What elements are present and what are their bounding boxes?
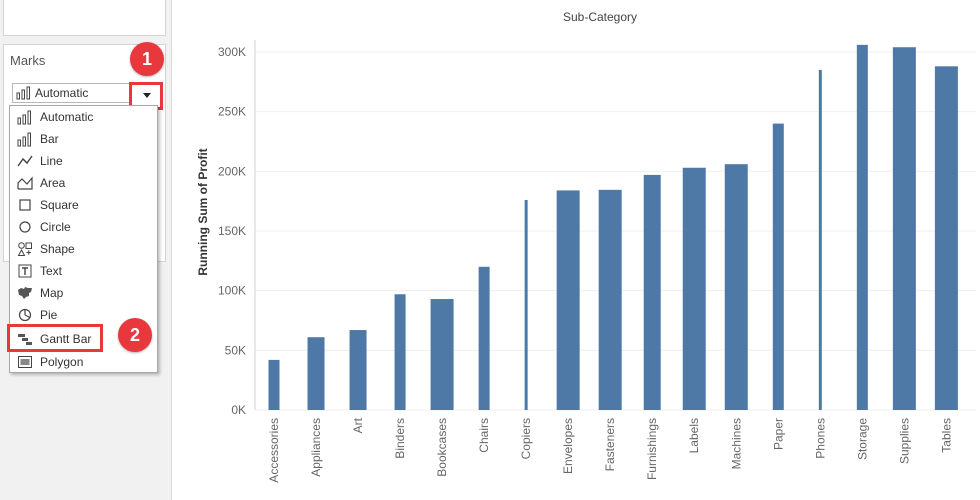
x-tick-label: Copiers [519,418,533,459]
y-tick-label: 50K [225,343,246,357]
circle-icon [17,219,33,235]
marks-title: Marks [10,53,46,68]
x-tick-label: Tables [939,418,953,453]
bar-copiers[interactable] [524,199,528,410]
x-tick-label: Binders [393,418,407,459]
bar-tables[interactable] [934,66,958,410]
chevron-down-icon [143,93,151,98]
x-tick-label: Art [351,417,365,433]
menu-item-gantt-bar[interactable]: Gantt Bar [10,328,157,350]
x-tick-label: Accessories [267,418,281,483]
bar-paper[interactable] [772,123,784,410]
bar-phones[interactable] [818,69,822,411]
y-tick-label: 200K [218,164,246,178]
menu-item-line[interactable]: Line [10,150,157,172]
menu-item-polygon[interactable]: Polygon [10,351,157,373]
bar-furnishings[interactable] [643,174,661,410]
step-1-badge: 1 [130,42,164,76]
automatic-bars-icon [16,86,32,105]
x-tick-label: Phones [813,418,827,459]
bar-accessories[interactable] [268,359,280,410]
y-tick-label: 100K [218,284,246,298]
x-tick-label: Chairs [477,418,491,453]
bar-chairs[interactable] [478,266,490,410]
text-icon [17,263,33,279]
menu-item-area[interactable]: Area [10,172,157,194]
x-tick-label: Fasteners [603,418,617,471]
bar-appliances[interactable] [307,337,325,410]
menu-item-pie[interactable]: Pie [10,304,157,326]
x-tick-label: Furnishings [645,418,659,480]
x-tick-label: Labels [687,418,701,453]
map-icon [17,285,33,301]
bar-storage[interactable] [856,44,868,411]
x-tick-label: Bookcases [435,418,449,477]
gantt-bar-icon [17,331,33,347]
x-tick-label: Paper [771,418,785,450]
line-icon [17,153,33,169]
mark-type-select[interactable]: Automatic [12,83,162,103]
automatic-bars-icon [17,109,33,125]
menu-item-map[interactable]: Map [10,282,157,304]
bar-binders[interactable] [394,294,406,410]
filters-card [3,0,166,36]
menu-item-square[interactable]: Square [10,194,157,216]
menu-item-circle[interactable]: Circle [10,216,157,238]
bar-envelopes[interactable] [556,190,580,410]
y-tick-label: 250K [218,105,246,119]
bar-machines[interactable] [724,164,748,410]
shape-icon [17,241,33,257]
menu-item-bar[interactable]: Bar [10,128,157,150]
bar-bookcases[interactable] [430,299,454,410]
menu-item-text[interactable]: Text [10,260,157,282]
bar-labels[interactable] [682,167,706,410]
x-tick-label: Envelopes [561,418,575,474]
bar-icon [17,131,33,147]
x-tick-label: Supplies [897,418,911,464]
step-2-badge: 2 [118,318,152,352]
x-tick-label: Appliances [309,418,323,477]
pie-icon [17,307,33,323]
bar-supplies[interactable] [892,47,916,411]
y-tick-label: 300K [218,45,246,59]
bar-fasteners[interactable] [598,189,622,410]
mark-type-value: Automatic [35,86,89,100]
y-tick-label: 150K [218,224,246,238]
menu-item-automatic[interactable]: Automatic [10,106,157,128]
square-icon [17,197,33,213]
polygon-icon [17,354,33,370]
area-icon [17,175,33,191]
chart-title: Sub-Category [562,10,638,24]
y-tick-label: 0K [231,403,246,417]
x-tick-label: Machines [729,418,743,469]
x-tick-label: Storage [855,418,869,460]
bar-art[interactable] [349,330,367,410]
menu-item-shape[interactable]: Shape [10,238,157,260]
